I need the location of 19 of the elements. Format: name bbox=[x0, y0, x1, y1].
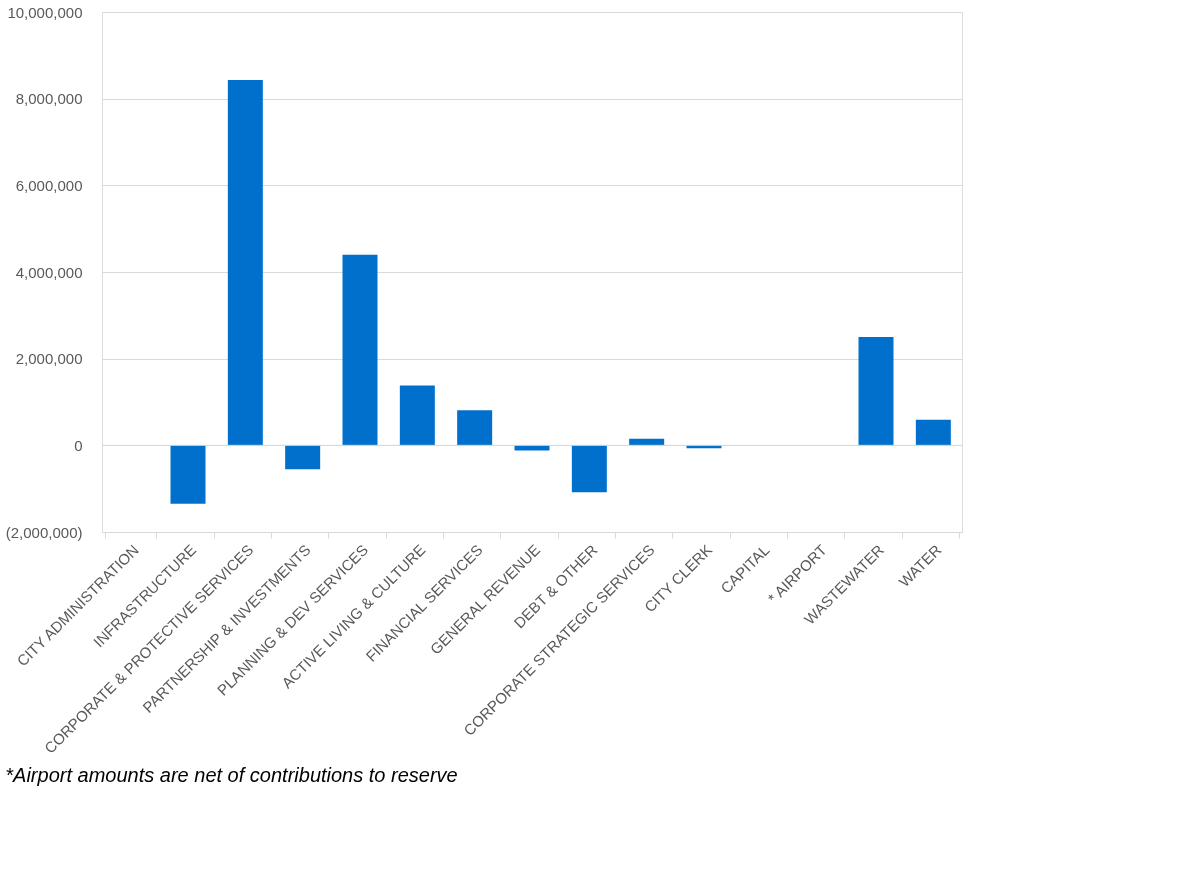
y-tick-label: 0 bbox=[74, 436, 83, 454]
text: *Airport amounts are net of contributions to reserve bbox=[5, 764, 458, 787]
bar bbox=[170, 445, 206, 504]
y-tick-label: 10,000,000 bbox=[7, 3, 83, 21]
bar bbox=[571, 445, 607, 493]
bar bbox=[915, 419, 951, 446]
bar bbox=[399, 385, 435, 446]
bar bbox=[342, 254, 378, 446]
y-tick-label: 8,000,000 bbox=[15, 90, 83, 108]
y-tick-label: 6,000,000 bbox=[15, 176, 83, 194]
bar bbox=[514, 445, 550, 451]
y-tick-label: 2,000,000 bbox=[15, 350, 83, 368]
bar bbox=[858, 337, 894, 446]
bar bbox=[629, 438, 665, 446]
bar bbox=[285, 445, 321, 470]
bar bbox=[227, 80, 263, 446]
bar bbox=[457, 410, 493, 446]
y-tick-label: 4,000,000 bbox=[15, 263, 83, 281]
y-tick-label: (2,000,000) bbox=[5, 523, 83, 541]
